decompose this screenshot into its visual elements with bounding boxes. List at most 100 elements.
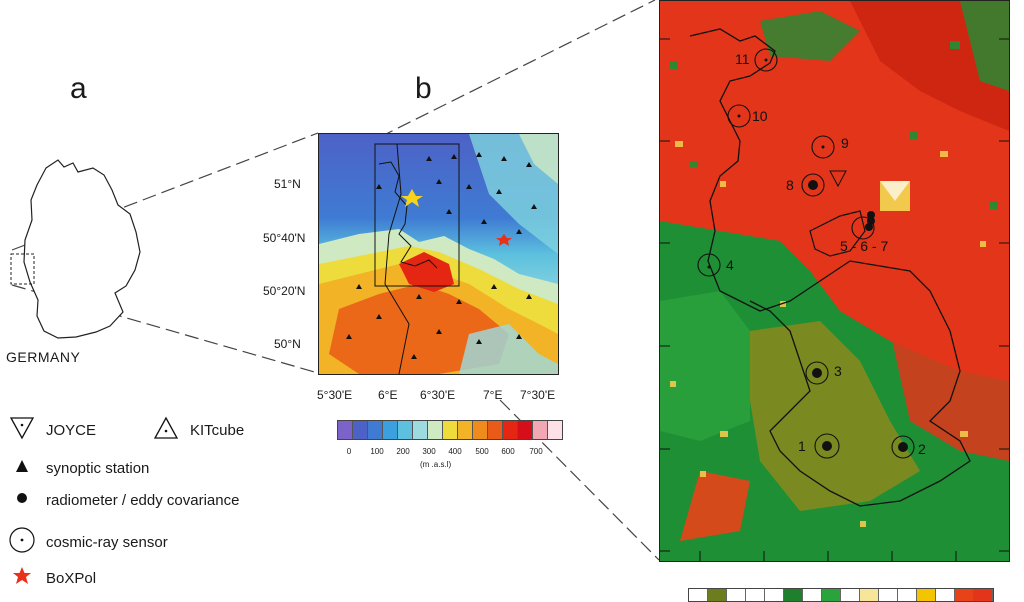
cb-tick: 100 — [370, 447, 384, 456]
colorbar-cell — [533, 421, 548, 439]
site-label-5-6-7: 5 - 6 - 7 — [840, 238, 889, 254]
legend-joyce: JOYCE — [8, 416, 96, 444]
country-label: GERMANY — [6, 349, 81, 365]
lat-label-50-40n: 50°40'N — [263, 231, 306, 245]
zoom-line-bottom-b — [499, 399, 660, 561]
land-cover-map: 11 10 9 8 5 - 6 - 7 4 3 1 2 — [659, 0, 1010, 562]
site-11-ring — [754, 48, 778, 72]
land-cover-cell — [917, 589, 936, 601]
star-red-icon — [8, 566, 36, 590]
germany-study-box — [10, 253, 35, 285]
site-label-4: 4 — [726, 257, 734, 273]
elevation-colorbar — [337, 420, 563, 440]
elevation-map-svg — [319, 134, 558, 374]
land-cover-cell — [803, 589, 822, 601]
catchment-boundary — [689, 28, 971, 507]
land-cover-cell — [955, 589, 974, 601]
land-cover-svg — [660, 1, 1009, 561]
land-cover-cell — [860, 589, 879, 601]
colorbar-cell — [548, 421, 562, 439]
colorbar-cell — [398, 421, 413, 439]
legend-boxpol: BoXPol — [8, 566, 96, 590]
colorbar-cell — [368, 421, 383, 439]
lat-label-50n: 50°N — [274, 337, 301, 351]
border-line — [384, 143, 410, 374]
colorbar-cell — [338, 421, 353, 439]
lon-label-6e: 6°E — [378, 388, 398, 402]
cb-tick: 600 — [501, 447, 515, 456]
colorbar-cell — [428, 421, 443, 439]
legend-radiometer: radiometer / eddy covariance — [8, 490, 239, 510]
zoom-line-top-b — [379, 0, 656, 138]
land-cover-cell — [879, 589, 898, 601]
catchment-outline — [378, 161, 438, 269]
land-cover-cell — [936, 589, 955, 601]
colorbar-cell — [503, 421, 518, 439]
lon-label-7e: 7°E — [483, 388, 503, 402]
site-label-2: 2 — [918, 441, 926, 457]
joyce-marker-icon — [401, 189, 423, 207]
colorbar-unit: (m .a.s.l) — [420, 460, 452, 469]
site-4-ring — [697, 253, 721, 277]
colorbar-cell — [473, 421, 488, 439]
colorbar-cell — [518, 421, 533, 439]
land-cover-cell — [689, 589, 708, 601]
site-label-10: 10 — [752, 108, 768, 124]
triangle-filled-icon — [8, 458, 36, 478]
site-1-ring — [814, 433, 840, 459]
colorbar-cell — [353, 421, 368, 439]
land-cover-cell — [841, 589, 860, 601]
land-cover-cell — [765, 589, 784, 601]
boxpol-marker-icon — [496, 234, 512, 246]
elevation-map — [318, 133, 559, 375]
land-cover-cell — [898, 589, 917, 601]
land-cover-cell — [727, 589, 746, 601]
site-label-1: 1 — [798, 438, 806, 454]
cb-tick: 400 — [448, 447, 462, 456]
colorbar-cell — [443, 421, 458, 439]
site-label-9: 9 — [841, 135, 849, 151]
circle-dot-icon — [8, 526, 36, 558]
site-label-8: 8 — [786, 177, 794, 193]
panel-label-a: a — [70, 72, 87, 105]
land-cover-cell — [822, 589, 841, 601]
site-2-ring — [891, 435, 915, 459]
colorbar-ticks: 0 100 200 300 400 500 600 700 — [337, 447, 551, 459]
legend-label: BoXPol — [46, 569, 97, 587]
cb-tick: 300 — [422, 447, 436, 456]
study-area-box — [374, 143, 460, 287]
legend-label: synoptic station — [46, 459, 150, 477]
legend-label: cosmic-ray sensor — [46, 533, 168, 551]
triangle-down-open-icon — [8, 416, 36, 444]
site-9-ring — [811, 135, 835, 159]
land-cover-cell — [974, 589, 993, 601]
lat-label-51n: 51°N — [274, 177, 301, 191]
colorbar-cell — [383, 421, 398, 439]
land-cover-cell — [708, 589, 727, 601]
site-label-11: 11 — [735, 51, 750, 67]
site-10-ring — [727, 104, 751, 128]
lon-label-5-30e: 5°30'E — [317, 388, 353, 402]
dot-filled-icon — [8, 490, 36, 510]
land-cover-cell — [784, 589, 803, 601]
site-3-ring — [805, 361, 829, 385]
legend-label: KITcube — [190, 421, 245, 439]
legend-cosmic-ray: cosmic-ray sensor — [8, 526, 168, 558]
colorbar-cell — [458, 421, 473, 439]
site-8-ring — [801, 173, 825, 197]
colorbar-cell — [488, 421, 503, 439]
site-5-ring — [851, 216, 875, 240]
legend-synoptic: synoptic station — [8, 458, 149, 478]
joyce-site-icon — [829, 170, 847, 188]
cb-tick: 700 — [529, 447, 543, 456]
legend-label: radiometer / eddy covariance — [46, 491, 240, 509]
sub-catchment-boundary — [809, 210, 866, 257]
triangle-up-open-icon — [152, 416, 180, 444]
legend-kitcube: KITcube — [152, 416, 244, 444]
colorbar-cell — [413, 421, 428, 439]
lon-label-6-30e: 6°30'E — [420, 388, 456, 402]
lon-label-7-30e: 7°30'E — [520, 388, 556, 402]
cb-tick: 500 — [475, 447, 489, 456]
panel-label-b: b — [415, 72, 432, 105]
